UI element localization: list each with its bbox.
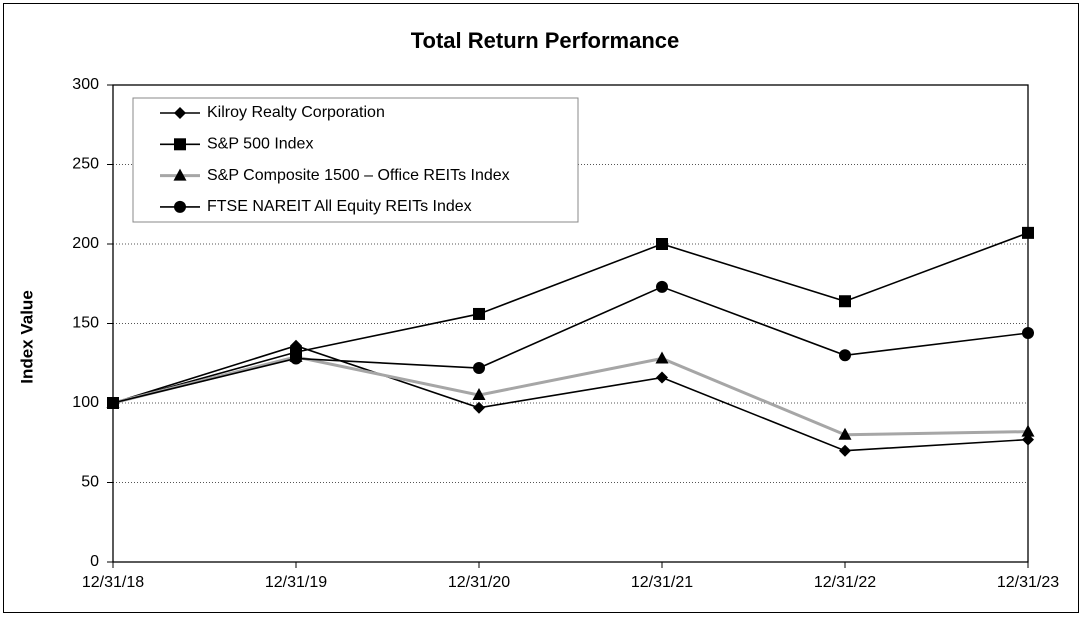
legend-box xyxy=(132,97,579,223)
x-tick-label: 12/31/19 xyxy=(265,574,327,591)
data-point xyxy=(473,307,485,320)
data-point xyxy=(473,401,485,414)
data-point xyxy=(838,427,852,440)
y-tick-label: 100 xyxy=(72,394,99,411)
legend-label: S&P Composite 1500 – Office REITs Index xyxy=(207,167,510,184)
data-point xyxy=(473,362,485,375)
legend-marker xyxy=(174,107,186,119)
y-tick-label: 150 xyxy=(72,315,99,332)
x-tick-label: 12/31/21 xyxy=(631,574,693,591)
data-point xyxy=(655,351,669,364)
series-line xyxy=(112,286,1029,404)
legend-label: Kilroy Realty Corporation xyxy=(207,104,385,121)
y-tick-label: 0 xyxy=(90,553,99,570)
y-axis-label: Index Value xyxy=(17,290,36,384)
chart-border xyxy=(3,3,1079,613)
data-point xyxy=(839,349,851,362)
x-tick-label: 12/31/23 xyxy=(997,574,1059,591)
legend-label: FTSE NAREIT All Equity REITs Index xyxy=(207,198,472,215)
data-point xyxy=(656,238,668,250)
chart-title: Total Return Performance xyxy=(411,28,680,53)
legend-marker xyxy=(173,168,187,181)
y-tick-label: 50 xyxy=(81,474,99,491)
legend-marker xyxy=(174,138,186,151)
legend-marker xyxy=(174,200,186,213)
data-point xyxy=(107,397,119,409)
x-tick-label: 12/31/22 xyxy=(814,574,876,591)
data-point xyxy=(1021,424,1035,437)
x-tick-label: 12/31/18 xyxy=(82,574,144,591)
data-point xyxy=(656,280,668,293)
y-tick-label: 250 xyxy=(72,156,99,173)
x-tick-label: 12/31/20 xyxy=(448,574,510,591)
series-line xyxy=(112,232,1029,404)
y-tick-label: 200 xyxy=(72,235,99,252)
data-point xyxy=(1022,226,1034,239)
series-line xyxy=(112,344,1029,452)
plot-frame xyxy=(112,84,1029,563)
data-point xyxy=(839,444,851,457)
series-line xyxy=(112,355,1029,437)
data-point xyxy=(656,371,668,384)
y-tick-label: 300 xyxy=(72,76,99,93)
data-point xyxy=(472,388,486,401)
data-point xyxy=(839,295,851,308)
data-point xyxy=(1022,327,1034,340)
data-point xyxy=(290,352,302,365)
legend-label: S&P 500 Index xyxy=(207,136,313,153)
